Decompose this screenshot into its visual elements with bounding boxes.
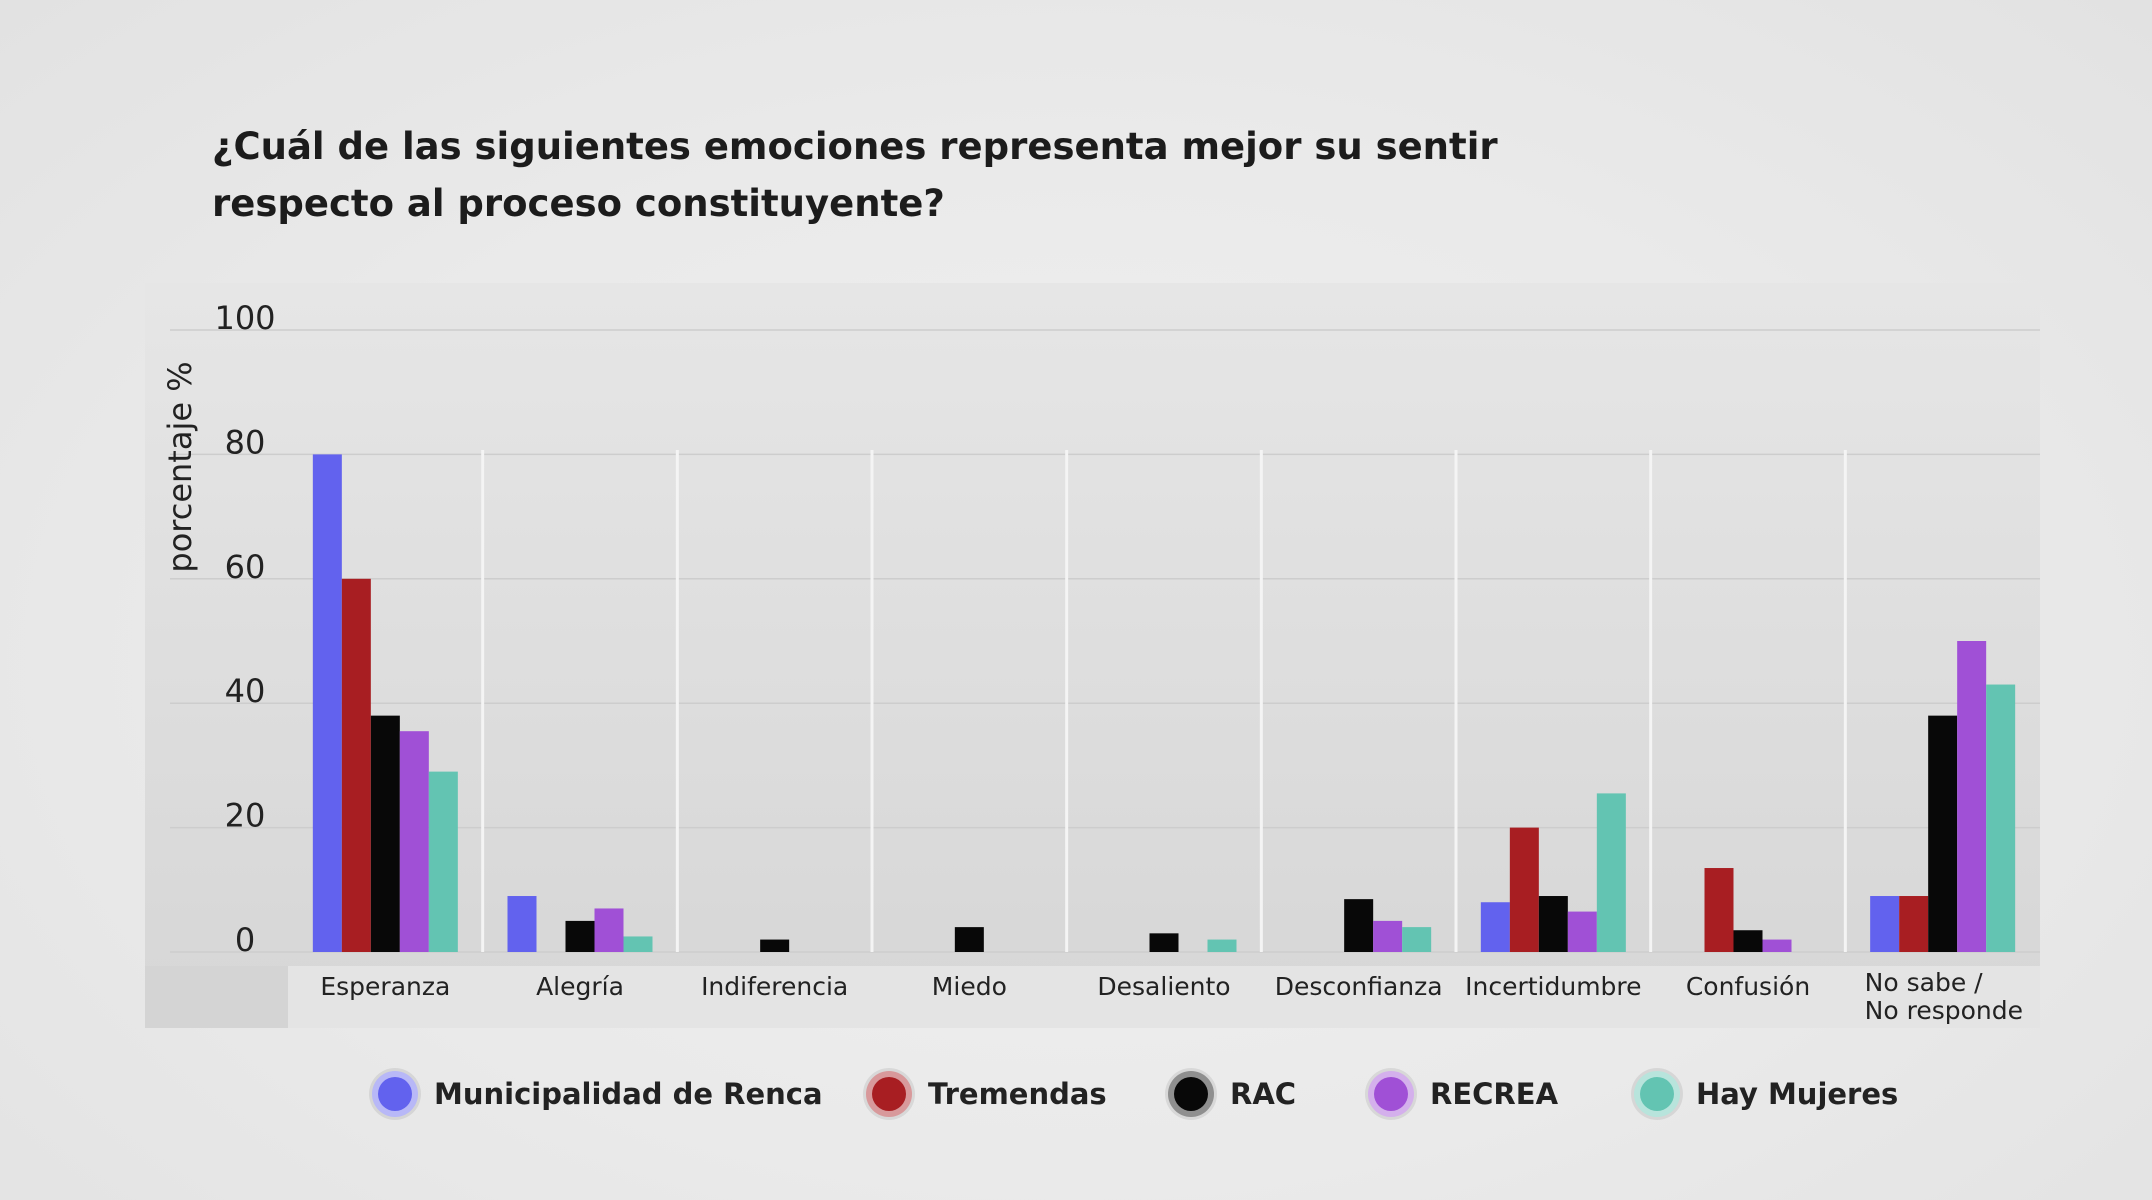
bar-0-4 <box>428 771 458 952</box>
x-tick-label: Indiferencia <box>701 972 848 1001</box>
legend-swatch <box>1634 1071 1680 1117</box>
bar-1-0 <box>507 896 537 952</box>
bar-0-2 <box>370 715 400 952</box>
bar-6-0 <box>1480 902 1510 952</box>
chart-title-line-1: ¿Cuál de las siguientes emociones repres… <box>212 125 1498 168</box>
x-tick-label: Confusión <box>1686 972 1810 1001</box>
legend-label: Hay Mujeres <box>1696 1077 1899 1111</box>
bar-0-0 <box>312 454 342 952</box>
y-tick-label: 80 <box>225 423 266 461</box>
bar-8-4 <box>1986 684 2016 952</box>
legend-label: RECREA <box>1430 1077 1559 1111</box>
y-axis-label: porcentaje % <box>161 361 199 572</box>
y-tick-label: 100 <box>214 299 275 337</box>
x-tick-label: Desaliento <box>1097 972 1230 1001</box>
bar-7-2 <box>1733 930 1763 952</box>
legend-item-1: Tremendas <box>866 1066 1107 1122</box>
x-tick-label: No sabe / No responde <box>1865 968 2023 1025</box>
chart-legend: Municipalidad de Renca Tremendas RAC RECREA… <box>0 1066 2152 1122</box>
x-tick-label: Incertidumbre <box>1465 972 1641 1001</box>
bar-6-3 <box>1567 911 1597 952</box>
category-band-inner <box>288 966 2040 1028</box>
bar-4-4 <box>1207 939 1237 952</box>
bar-8-1 <box>1899 896 1929 952</box>
bar-1-3 <box>594 908 624 952</box>
x-tick-label: Alegría <box>536 972 624 1001</box>
chart-title: ¿Cuál de las siguientes emociones repres… <box>212 118 1612 232</box>
bar-3-2 <box>954 927 984 952</box>
bar-8-2 <box>1928 715 1958 952</box>
chart-title-line-2: respecto al proceso constituyente? <box>212 182 945 225</box>
legend-item-0: Municipalidad de Renca <box>372 1066 823 1122</box>
legend-swatch <box>1168 1071 1214 1117</box>
legend-label: RAC <box>1230 1077 1297 1111</box>
bar-6-1 <box>1509 827 1539 952</box>
bar-8-0 <box>1870 896 1900 952</box>
bar-6-4 <box>1596 793 1626 952</box>
y-tick-label: 60 <box>225 548 266 586</box>
bar-6-2 <box>1538 896 1568 952</box>
x-tick-label: Esperanza <box>320 972 450 1001</box>
bar-4-2 <box>1149 933 1179 952</box>
legend-swatch <box>866 1071 912 1117</box>
legend-swatch <box>1368 1071 1414 1117</box>
bar-0-1 <box>341 578 371 952</box>
bar-7-3 <box>1762 939 1792 952</box>
bar-5-4 <box>1402 927 1432 952</box>
legend-item-3: RECREA <box>1368 1066 1558 1122</box>
bar-5-2 <box>1344 899 1374 952</box>
bar-1-2 <box>565 920 595 952</box>
bar-5-3 <box>1373 920 1403 952</box>
y-tick-label: 20 <box>225 797 266 835</box>
legend-item-2: RAC <box>1168 1066 1296 1122</box>
bar-0-3 <box>399 731 429 952</box>
y-tick-label: 40 <box>225 672 266 710</box>
legend-label: Tremendas <box>928 1077 1107 1111</box>
legend-item-4: Hay Mujeres <box>1634 1066 1898 1122</box>
bar-1-4 <box>623 936 653 952</box>
bar-2-2 <box>760 939 790 952</box>
bar-8-3 <box>1957 641 1987 952</box>
bar-7-1 <box>1704 868 1734 952</box>
legend-swatch <box>372 1071 418 1117</box>
y-tick-label: 0 <box>235 921 255 959</box>
legend-label: Municipalidad de Renca <box>434 1077 823 1111</box>
x-tick-label: Desconfianza <box>1275 972 1443 1001</box>
x-tick-label: Miedo <box>932 972 1007 1001</box>
